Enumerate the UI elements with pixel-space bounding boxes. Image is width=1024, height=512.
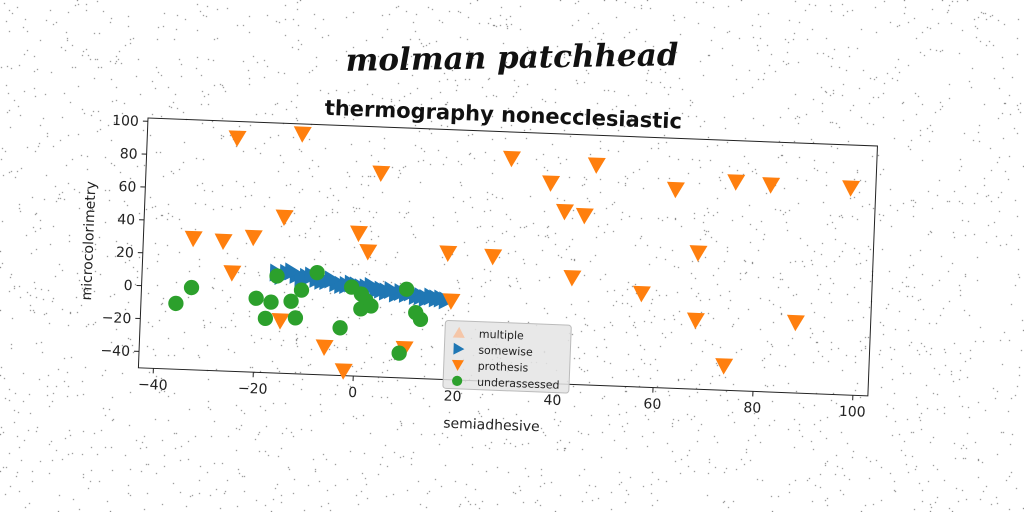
legend-label-multiple: multiple <box>479 328 525 343</box>
y-tick-label: 0 <box>123 278 133 294</box>
legend-label-underassessed: underassessed <box>477 376 560 392</box>
x-tick-label: 80 <box>743 400 761 417</box>
underassessed-point <box>309 264 325 281</box>
prothesis-point <box>484 248 503 266</box>
underassessed-point <box>398 281 415 297</box>
prothesis-point <box>439 245 458 262</box>
prothesis-point <box>575 207 594 225</box>
y-tick-label: 40 <box>117 212 135 229</box>
y-axis: −40 −20 0 20 40 60 80 100 <box>100 113 148 360</box>
y-axis-label: microcolorimetry <box>79 181 100 301</box>
prothesis-point <box>689 245 708 262</box>
prothesis-point <box>762 177 781 194</box>
somewise-point <box>433 289 451 308</box>
prothesis-point <box>503 150 521 168</box>
y-tick-label: −20 <box>101 310 131 327</box>
prothesis-point <box>556 203 574 221</box>
x-tick-label: 60 <box>643 396 661 413</box>
prothesis-point <box>315 339 334 356</box>
underassessed-point <box>293 282 310 298</box>
series-prothesis <box>184 126 861 380</box>
legend-marker-multiple <box>452 326 465 338</box>
prothesis-point <box>542 175 561 192</box>
prothesis-point <box>666 181 685 199</box>
underassessed-point <box>269 268 285 284</box>
y-tick-label: 60 <box>118 179 136 196</box>
y-tick-label: 80 <box>119 146 137 163</box>
prothesis-point <box>244 229 263 247</box>
prothesis-point <box>686 312 705 330</box>
x-axis: −40 −20 0 20 40 60 80 100 <box>138 368 866 421</box>
prothesis-point <box>359 244 378 261</box>
legend-marker-somewise <box>453 342 465 355</box>
prothesis-point <box>442 293 461 310</box>
prothesis-point <box>786 314 805 332</box>
x-tick-label: 20 <box>443 389 461 406</box>
prothesis-point <box>563 269 582 287</box>
somewise-point <box>324 270 341 289</box>
prothesis-point <box>587 157 606 174</box>
legend-marker-prothesis <box>451 359 464 371</box>
legend-box <box>442 319 572 394</box>
x-tick-label: 0 <box>348 385 358 401</box>
prothesis-point <box>214 233 233 251</box>
prothesis-point <box>372 165 391 183</box>
plot-area: thermography nonecclesiastic −40 −20 0 20 40… <box>79 96 878 436</box>
x-tick-label: −20 <box>238 381 268 398</box>
somewise-point <box>423 287 441 306</box>
prothesis-point <box>632 285 651 303</box>
prothesis-point <box>223 265 242 282</box>
prothesis-point <box>184 230 203 248</box>
prothesis-point <box>334 363 353 380</box>
prothesis-point <box>275 209 294 227</box>
legend-marker-underassessed <box>452 375 463 386</box>
underassessed-point <box>363 298 379 314</box>
y-tick-label: −40 <box>100 343 130 360</box>
underassessed-point <box>257 310 274 327</box>
underassessed-point <box>183 279 200 296</box>
prothesis-point <box>715 358 734 375</box>
somewise-point <box>384 281 401 300</box>
underassessed-point <box>391 345 407 361</box>
underassessed-point <box>283 293 299 309</box>
x-tick-label: 100 <box>839 404 866 421</box>
y-tick-label: 100 <box>112 113 139 130</box>
prothesis-point <box>350 225 369 243</box>
x-axis-label: semiadhesive <box>443 416 540 436</box>
x-tick-label: 40 <box>543 392 561 409</box>
somewise-point <box>284 262 302 281</box>
chart-title: thermography nonecclesiastic <box>324 96 682 134</box>
prothesis-point <box>293 126 312 143</box>
y-tick-label: 20 <box>116 245 134 262</box>
legend-label-prothesis: prothesis <box>477 360 528 375</box>
prothesis-point <box>727 174 746 191</box>
underassessed-point <box>332 320 348 336</box>
chart-marks <box>168 126 861 380</box>
legend-label-somewise: somewise <box>478 344 533 359</box>
series-underassessed <box>168 264 429 361</box>
underassessed-point <box>287 310 304 326</box>
underassessed-point <box>248 290 264 306</box>
somewise-point <box>364 276 381 295</box>
prothesis-point <box>228 130 247 147</box>
prothesis-point <box>271 313 290 330</box>
underassessed-point <box>263 294 279 310</box>
x-tick-label: −40 <box>138 377 168 394</box>
prothesis-point <box>842 180 861 197</box>
somewise-point <box>294 269 311 288</box>
underassessed-point <box>168 295 184 312</box>
underassessed-point <box>412 311 429 328</box>
